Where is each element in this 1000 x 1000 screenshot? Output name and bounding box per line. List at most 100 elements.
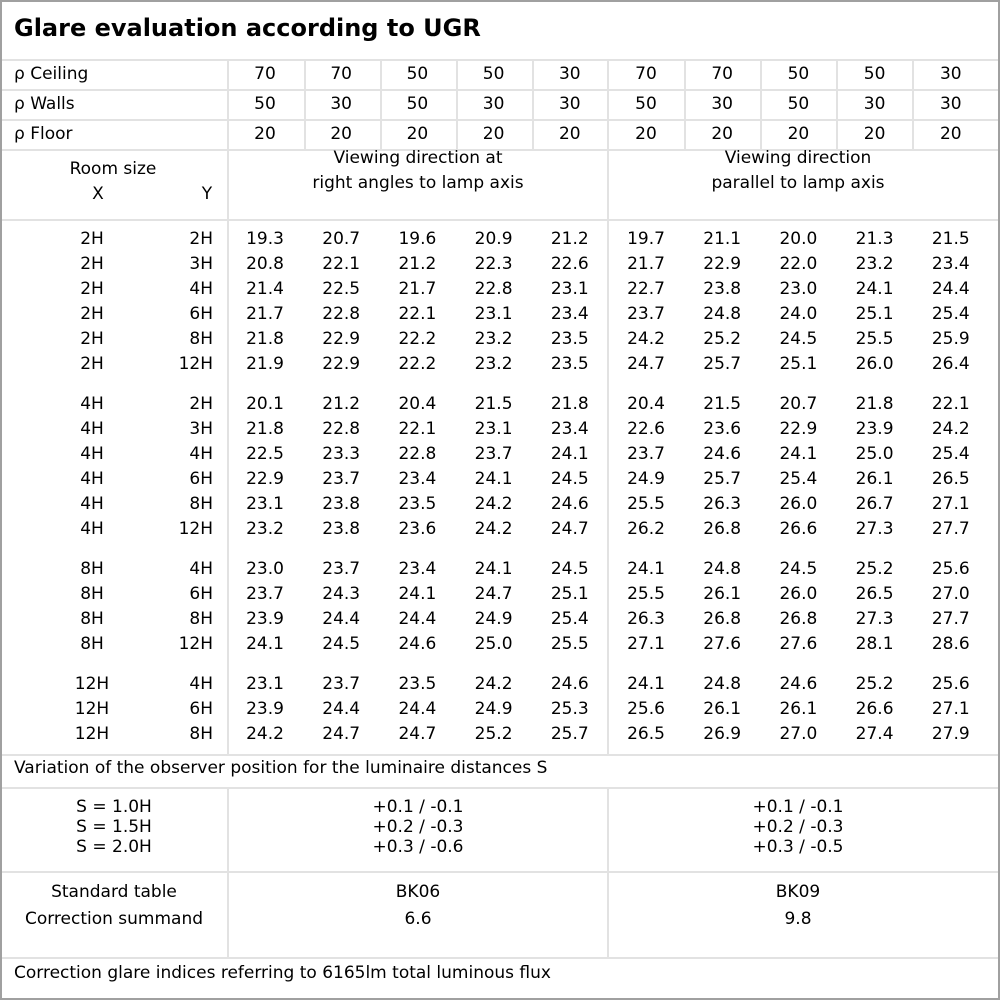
spacing-label: S = 2.0H — [76, 837, 152, 857]
column-divider — [380, 60, 382, 150]
column-divider — [304, 60, 306, 150]
ugr-value: 23.9 — [246, 699, 284, 719]
ugr-value: 25.7 — [550, 724, 589, 744]
ugr-value: 23.4 — [550, 419, 589, 439]
ugr-value: 25.7 — [703, 469, 742, 489]
ugr-value: 24.8 — [703, 304, 742, 324]
reflectance-value: 30 — [330, 94, 353, 114]
ugr-value: 26.0 — [779, 584, 818, 604]
footer-note: Correction glare indices referring to 61… — [14, 963, 551, 983]
ugr-value: 22.8 — [474, 279, 513, 299]
ugr-value: 24.2 — [627, 329, 665, 349]
ugr-value: 24.9 — [627, 469, 665, 489]
ugr-value: 27.7 — [931, 519, 970, 539]
ugr-value: 23.3 — [322, 444, 361, 464]
ugr-value: 25.3 — [550, 699, 589, 719]
ugr-value: 27.6 — [703, 634, 742, 654]
row-divider — [2, 957, 998, 959]
ugr-value: 24.8 — [703, 559, 742, 579]
ugr-value: 22.7 — [627, 279, 665, 299]
ugr-value: 23.7 — [322, 674, 361, 694]
ugr-value: 24.4 — [322, 609, 361, 629]
room-x: 4H — [80, 494, 104, 514]
ugr-value: 21.2 — [322, 394, 361, 414]
ugr-value: 24.9 — [474, 699, 513, 719]
room-x: 4H — [80, 419, 104, 439]
ugr-value: 24.1 — [246, 634, 284, 654]
room-x: 4H — [80, 519, 104, 539]
ugr-value: 23.7 — [627, 444, 665, 464]
ugr-value: 26.1 — [779, 699, 818, 719]
variation-label: Variation of the observer position for t… — [14, 758, 548, 778]
ugr-value: 26.5 — [855, 584, 894, 604]
ugr-value: 24.1 — [627, 674, 665, 694]
reflectance-value: 50 — [787, 94, 810, 114]
ugr-value: 24.6 — [398, 634, 437, 654]
ugr-value: 22.1 — [931, 394, 970, 414]
standard-table-parallel: BK09 — [775, 882, 821, 902]
ugr-value: 25.5 — [855, 329, 894, 349]
ugr-value: 21.5 — [931, 229, 970, 249]
ugr-value: 22.2 — [398, 354, 437, 374]
room-y: 4H — [189, 444, 213, 464]
room-y: 4H — [189, 279, 213, 299]
row-divider — [2, 119, 998, 121]
ugr-value: 25.1 — [855, 304, 894, 324]
ugr-value: 23.5 — [398, 494, 437, 514]
ugr-value: 22.5 — [246, 444, 284, 464]
room-x: 8H — [80, 584, 104, 604]
ugr-value: 28.6 — [931, 634, 970, 654]
ugr-value: 25.4 — [779, 469, 818, 489]
variation-parallel: +0.3 / -0.5 — [752, 837, 844, 857]
ugr-value: 20.1 — [246, 394, 284, 414]
ugr-value: 21.3 — [855, 229, 894, 249]
ugr-value: 24.7 — [322, 724, 361, 744]
ugr-value: 25.4 — [550, 609, 589, 629]
ugr-value: 26.5 — [627, 724, 665, 744]
reflectance-label: ρ Walls — [14, 94, 75, 114]
ugr-value: 22.8 — [322, 304, 361, 324]
ugr-value: 22.6 — [550, 254, 589, 274]
room-y: 8H — [189, 494, 213, 514]
room-size-label: Room size — [69, 159, 157, 179]
ugr-value: 22.3 — [474, 254, 513, 274]
spacing-label: S = 1.5H — [76, 817, 152, 837]
reflectance-value: 70 — [711, 64, 734, 84]
room-y: 4H — [189, 674, 213, 694]
ugr-value: 26.1 — [855, 469, 894, 489]
ugr-value: 25.1 — [779, 354, 818, 374]
room-y: 6H — [189, 304, 213, 324]
ugr-value: 24.7 — [474, 584, 513, 604]
variation-right: +0.2 / -0.3 — [372, 817, 464, 837]
reflectance-value: 70 — [330, 64, 353, 84]
ugr-value: 27.6 — [779, 634, 818, 654]
ugr-value: 20.8 — [246, 254, 284, 274]
room-y: 12H — [178, 634, 213, 654]
ugr-value: 27.1 — [931, 494, 970, 514]
correction-parallel: 9.8 — [784, 909, 812, 929]
ugr-value: 24.5 — [779, 559, 818, 579]
reflectance-value: 30 — [863, 94, 886, 114]
column-divider — [836, 60, 838, 150]
ugr-value: 27.9 — [931, 724, 970, 744]
ugr-value: 19.3 — [246, 229, 284, 249]
reflectance-value: 20 — [711, 124, 734, 144]
ugr-value: 23.2 — [246, 519, 284, 539]
room-x: 8H — [80, 559, 104, 579]
ugr-value: 25.5 — [627, 494, 665, 514]
ugr-value: 26.5 — [931, 469, 970, 489]
reflectance-value: 20 — [406, 124, 429, 144]
ugr-value: 23.8 — [322, 494, 361, 514]
ugr-value: 21.8 — [246, 419, 284, 439]
reflectance-value: 20 — [482, 124, 505, 144]
viewing-direction-parallel-heading: Viewing direction — [724, 148, 872, 168]
ugr-value: 25.7 — [703, 354, 742, 374]
ugr-value: 19.6 — [398, 229, 437, 249]
ugr-value: 21.7 — [246, 304, 284, 324]
row-divider — [2, 754, 998, 756]
ugr-value: 23.5 — [550, 354, 589, 374]
ugr-value: 24.6 — [550, 674, 589, 694]
ugr-value: 25.2 — [703, 329, 742, 349]
column-divider — [227, 60, 229, 755]
